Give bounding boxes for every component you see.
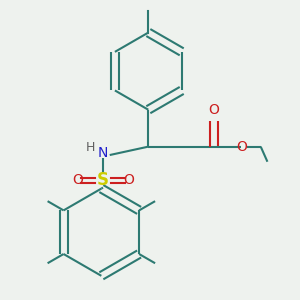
Text: O: O	[208, 103, 219, 118]
Text: O: O	[236, 140, 247, 154]
Text: H: H	[85, 141, 95, 154]
Text: S: S	[97, 171, 109, 189]
Text: O: O	[72, 173, 83, 187]
Text: O: O	[123, 173, 134, 187]
Text: N: N	[98, 146, 108, 161]
